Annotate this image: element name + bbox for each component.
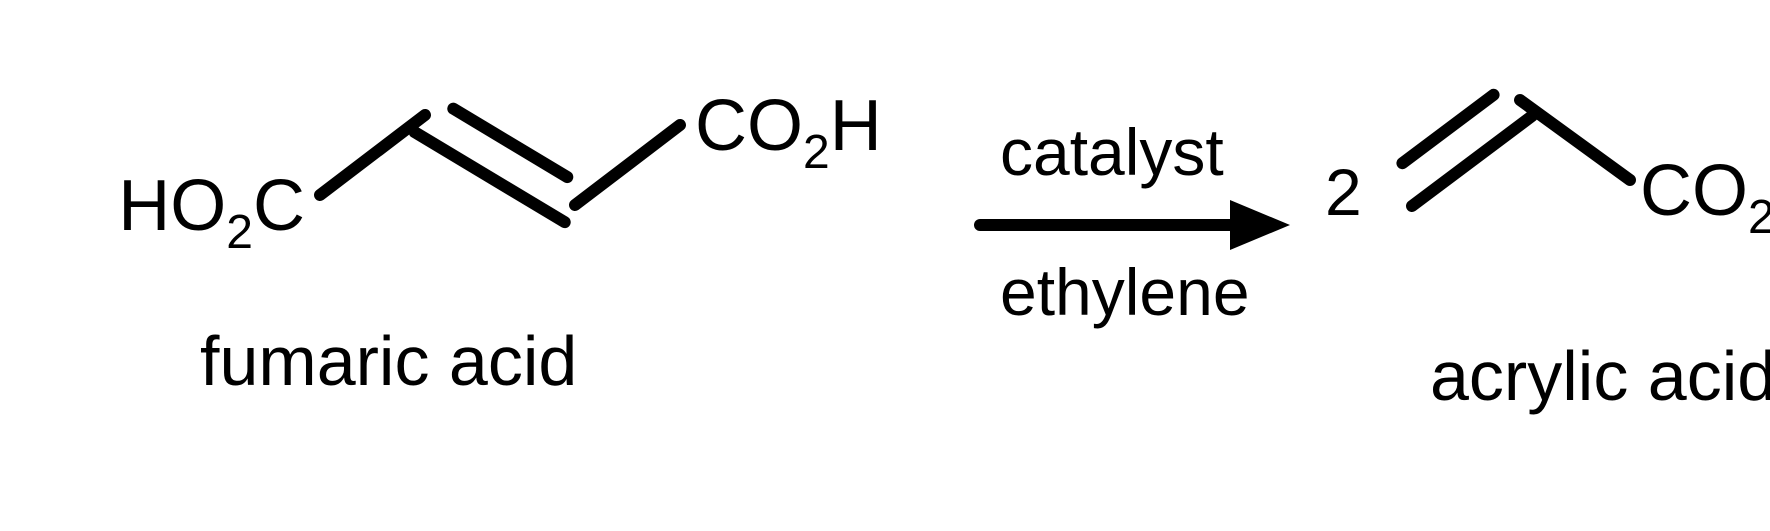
reactant-double-bond-1 xyxy=(415,132,565,222)
reaction-arrow-head xyxy=(1230,200,1290,250)
reactant-bond-3 xyxy=(575,125,680,205)
arrow-bottom-label: ethylene xyxy=(1000,255,1250,329)
product-bond-2 xyxy=(1520,100,1630,180)
product-name: acrylic acid xyxy=(1430,337,1770,415)
arrow-top-label: catalyst xyxy=(1000,115,1224,189)
reactant-left-formula: HO2C xyxy=(118,166,305,259)
reactant-bond-1 xyxy=(320,115,425,195)
reactant-right-formula: CO2H xyxy=(695,86,882,179)
product-right-formula: CO2H xyxy=(1640,151,1770,244)
reactant-name: fumaric acid xyxy=(200,322,577,400)
product-coefficient: 2 xyxy=(1325,155,1362,229)
product-double-bond-1 xyxy=(1412,116,1532,206)
